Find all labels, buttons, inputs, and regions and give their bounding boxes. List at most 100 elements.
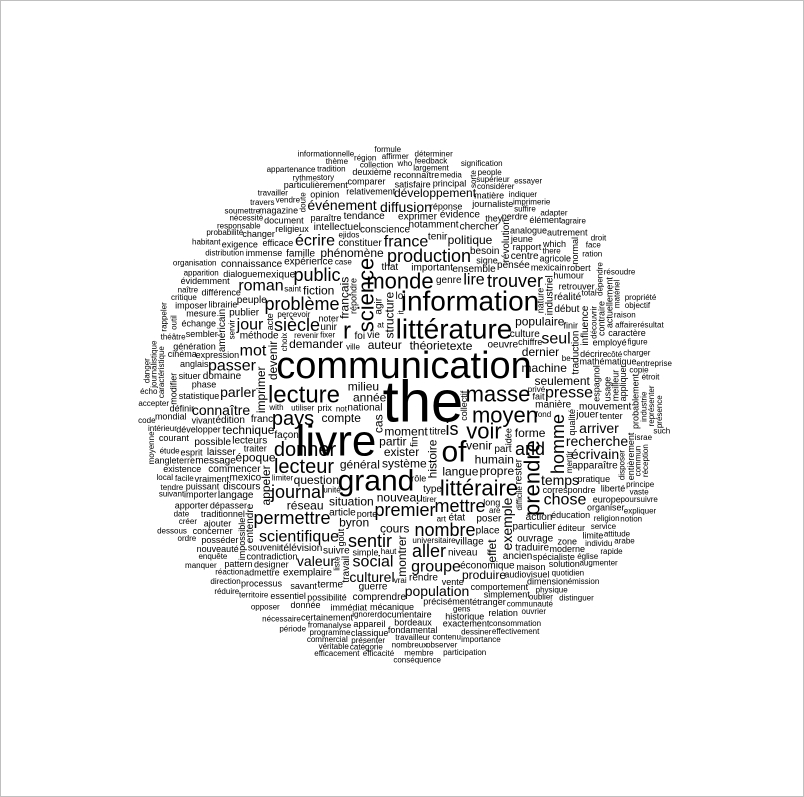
cloud-word-theme: thème: [326, 157, 349, 166]
cloud-word-principe: principe: [626, 480, 655, 489]
cloud-word-tendance: tendance: [344, 211, 386, 222]
cloud-word-langue: langue: [442, 465, 478, 479]
cloud-word-propre: propre: [479, 464, 514, 478]
cloud-word-intellectuel: intellectuel: [314, 222, 361, 233]
cloud-word-adapter: adapter: [540, 208, 567, 217]
cloud-word-prix: prix: [317, 403, 332, 413]
cloud-word-histoire: histoire: [426, 439, 440, 478]
cloud-word-with: with: [268, 403, 283, 412]
cloud-word-trouver: trouver: [487, 271, 543, 291]
cloud-word-seul: seul: [541, 331, 570, 348]
cloud-word-certainement: certainement: [301, 613, 354, 623]
cloud-word-contradiction: contradiction: [247, 552, 298, 562]
cloud-word-limiter: limiter: [272, 474, 294, 483]
cloud-word-sentir: sentir: [348, 531, 392, 551]
cloud-word-story: story: [317, 173, 334, 182]
cloud-word-grand: grand: [338, 465, 415, 498]
cloud-word-materiel: matériel: [613, 279, 622, 308]
cloud-word-feedback: feedback: [415, 156, 448, 165]
cloud-word-edition: édition: [215, 415, 244, 426]
cloud-word-qualite: qualité: [567, 409, 577, 436]
cloud-word-modifier: modifier: [169, 373, 179, 405]
cloud-word-appareil: appareil: [353, 619, 385, 629]
cloud-word-soumettre: soumettre: [225, 207, 261, 216]
cloud-word-deuxieme: deuxième: [352, 167, 391, 177]
cloud-word-librairie: librairie: [208, 300, 237, 310]
cloud-word-idee: idée: [504, 428, 514, 445]
cloud-word-ouvrage: ouvrage: [517, 534, 554, 545]
cloud-word-siecle: siècle: [274, 315, 320, 335]
cloud-word-temps: temps: [541, 472, 579, 488]
cloud-word-important: important: [411, 262, 453, 273]
cloud-word-vie: vie: [367, 330, 380, 341]
cloud-word-essayer: essayer: [514, 176, 542, 185]
cloud-word-gens: gens: [453, 605, 470, 614]
cloud-word-commun: commun: [634, 446, 643, 477]
cloud-word-usage: usage: [602, 377, 612, 402]
cloud-word-matiere: matière: [474, 190, 504, 200]
cloud-word-aller: aller: [412, 541, 446, 561]
cloud-word-mexicain: mexicain: [531, 262, 567, 272]
cloud-word-reaction: réaction: [215, 568, 243, 577]
cloud-word-part: part: [494, 444, 511, 455]
cloud-word-facile: facile: [175, 474, 194, 483]
cloud-word-valeur: valeur: [297, 553, 335, 569]
cloud-word-phenomene: phénomène: [320, 246, 384, 260]
cloud-word-pratique: pratique: [578, 474, 611, 484]
cloud-word-besoin: besoin: [470, 246, 499, 257]
cloud-word-lecture: lecture: [268, 382, 340, 409]
cloud-word-arabe: arabe: [614, 537, 635, 546]
cloud-word-signe: signe: [476, 256, 498, 266]
cloud-word-indiquer: indiquer: [509, 190, 538, 199]
cloud-word-precisement: précisément: [423, 597, 473, 607]
cloud-word-pensee: pensée: [497, 260, 530, 271]
cloud-word-mexico: mexico: [230, 472, 262, 483]
cloud-word-religion: religion: [594, 514, 620, 523]
cloud-word-maniere: manière: [535, 400, 572, 411]
cloud-word-analyse: analyse: [324, 621, 352, 630]
cloud-word-ordre: ordre: [178, 534, 197, 543]
cloud-word-representer: représenter: [647, 385, 656, 426]
cloud-word-element: élément: [529, 215, 562, 225]
cloud-word-noter: noter: [318, 313, 339, 323]
cloud-word-dependre: dépendre: [596, 262, 605, 296]
cloud-word-ration: ration: [582, 249, 602, 258]
cloud-word-nature: nature: [536, 288, 546, 314]
cloud-word-exemplaire: exemplaire: [283, 568, 332, 579]
cloud-word-donner: donner: [274, 439, 337, 461]
cloud-word-changer: changer: [242, 229, 275, 239]
cloud-word-montrer: montrer: [395, 535, 409, 576]
cloud-word-seulement: seulement: [534, 374, 590, 388]
cloud-word-domaine: domaine: [203, 371, 242, 382]
cloud-word-anglais: anglais: [180, 359, 209, 369]
cloud-word-date: date: [174, 509, 190, 518]
cloud-word-interieur: intérieur: [148, 424, 177, 433]
cloud-word-region: région: [354, 154, 376, 163]
cloud-word-rapport: rapport: [513, 242, 542, 252]
cloud-word-considerer: considérer: [477, 182, 515, 191]
cloud-word-oublier: oublier: [529, 593, 553, 602]
cloud-word-relativement: relativement: [346, 187, 396, 197]
cloud-word-normal: normal: [570, 237, 580, 265]
cloud-word-collectif: collectif: [459, 390, 469, 421]
cloud-word-distribution: distribution: [205, 249, 244, 258]
cloud-word-fondamental: fondamental: [388, 625, 438, 635]
cloud-word-groupe: groupe: [411, 559, 461, 576]
cloud-word-territoire: territoire: [239, 590, 269, 599]
cloud-word-efficacite: efficacité: [363, 649, 395, 658]
cloud-word-diffusion: diffusion: [380, 199, 432, 215]
cloud-word-expliquer: expliquer: [624, 507, 657, 516]
cloud-word-reconnaitre: reconnaître: [394, 170, 440, 180]
cloud-word-dessous: dessous: [157, 526, 187, 535]
cloud-word-servir: servir: [227, 319, 236, 339]
cloud-word-nombreux: nombreux: [392, 641, 428, 650]
cloud-word-premier: premier: [374, 500, 435, 520]
cloud-word-dessiner: dessiner: [461, 628, 492, 637]
cloud-word-charger: charger: [623, 349, 650, 358]
cloud-word-poursuivre: poursuivre: [620, 495, 658, 504]
cloud-word-ancien: ancien: [503, 551, 532, 562]
cloud-word-humour: humour: [553, 270, 584, 280]
cloud-word-jour: jour: [236, 317, 264, 334]
cloud-word-is: is: [446, 419, 459, 439]
cloud-word-doute: doute: [299, 192, 308, 213]
